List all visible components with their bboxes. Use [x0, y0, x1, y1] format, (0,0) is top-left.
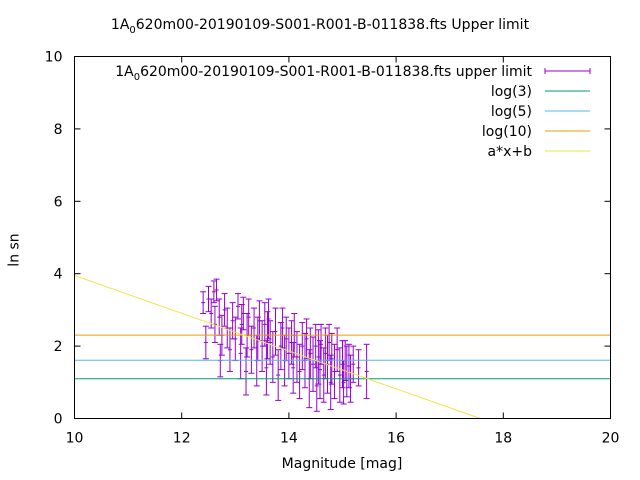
series-4-fit-line: [74, 275, 481, 419]
errorbar-point-56: [318, 323, 325, 365]
legend-label-1: log(3): [491, 84, 532, 100]
y-tick-label-0: 0: [54, 412, 63, 428]
errorbar-point-10: [221, 293, 228, 327]
x-tick-label-3: 16: [387, 431, 405, 447]
errorbar-point-42: [290, 341, 297, 394]
y-tick-label-2: 4: [54, 267, 63, 283]
y-tick-label-3: 6: [54, 194, 63, 210]
errorbar-point-32: [267, 320, 274, 365]
errorbar-point-19: [243, 347, 250, 396]
errorbar-point-55: [316, 340, 323, 400]
errorbar-point-6: [213, 278, 220, 302]
legend-label-0: 1A0620m00-20190109-S001-R001-B-011838.ft…: [115, 64, 532, 83]
errorbar-point-64: [334, 327, 341, 372]
errorbar-point-34: [272, 307, 279, 356]
errorbar-point-46: [299, 322, 306, 371]
errorbar-point-62: [328, 332, 335, 385]
x-tick-label-1: 12: [173, 431, 191, 447]
x-tick-label-5: 20: [602, 431, 620, 447]
errorbar-point-7: [216, 298, 223, 336]
errorbar-point-28: [261, 302, 268, 347]
errorbar-point-15: [234, 293, 241, 320]
series-0-errorbars: [200, 278, 370, 412]
plot-frame: [74, 56, 611, 419]
y-tick-label-1: 2: [54, 339, 63, 355]
errorbar-point-65: [336, 347, 343, 403]
legend-label-4: a*x+b: [488, 144, 533, 160]
chart-title: 1A0620m00-20190109-S001-R001-B-011838.ft…: [0, 17, 640, 36]
x-tick-label-2: 14: [280, 431, 298, 447]
errorbar-point-13: [229, 302, 236, 340]
errorbar-point-4: [210, 280, 217, 304]
legend: 1A0620m00-20190109-S001-R001-B-011838.ft…: [115, 64, 591, 160]
errorbar-point-1: [202, 325, 209, 360]
legend-label-3: log(10): [482, 124, 532, 140]
errorbar-point-61: [327, 354, 334, 410]
chart-title-prefix: 1A: [110, 17, 130, 33]
errorbar-point-22: [248, 325, 255, 374]
errorbar-point-74: [363, 343, 370, 400]
errorbar-point-35: [275, 349, 282, 401]
errorbar-point-73: [355, 349, 362, 387]
errorbar-point-0: [200, 291, 207, 315]
x-axis-label: Magnitude [mag]: [281, 456, 403, 472]
errorbar-point-48: [303, 318, 310, 360]
legend-label-2: log(5): [491, 104, 532, 120]
x-tick-label-4: 18: [494, 431, 512, 447]
errorbar-point-23: [251, 307, 258, 349]
errorbar-point-12: [226, 327, 233, 372]
errorbar-point-45: [296, 343, 303, 400]
errorbar-point-29: [263, 340, 270, 396]
x-tick-label-0: 10: [66, 431, 84, 447]
y-tick-label-5: 10: [45, 50, 63, 66]
y-axis-label: ln sn: [6, 233, 23, 267]
ticks-layer: 10 12 14 16 18 20 0 2 4 6 8 10: [45, 50, 620, 447]
y-tick-label-4: 8: [54, 122, 63, 138]
errorbar-point-44: [293, 331, 300, 383]
errorbar-point-18: [240, 296, 247, 331]
plot-area: [74, 275, 611, 419]
series-layer: [74, 275, 611, 419]
chart-title-rest: 620m00-20190109-S001-R001-B-011838.fts U…: [135, 17, 530, 33]
chart-title-sub: 0: [129, 24, 136, 36]
errorbar-point-57: [320, 347, 327, 403]
errorbar-point-72: [350, 345, 357, 383]
errorbar-point-51: [310, 336, 317, 392]
